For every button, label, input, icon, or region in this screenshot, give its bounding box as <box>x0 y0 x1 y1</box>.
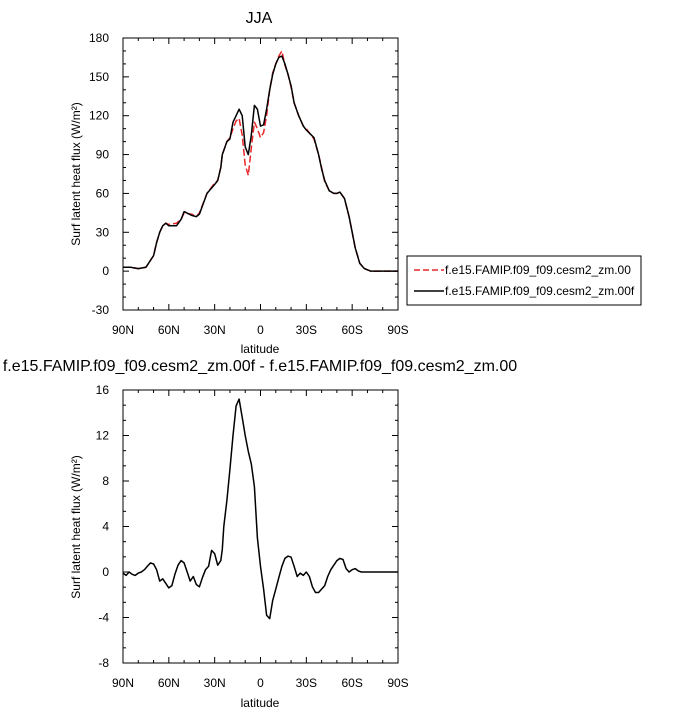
bottom-chart-ytick-label: 4 <box>102 520 109 534</box>
bottom-chart-ylabel-unit: (W/m²) <box>69 455 83 492</box>
bottom-chart-ytick-label: 8 <box>102 474 109 488</box>
bottom-chart-series-line-0 <box>122 398 398 620</box>
top-chart-series-line-1 <box>123 55 398 272</box>
top-chart-xlabel: latitude <box>241 342 280 356</box>
bottom-chart-xtick-label: 90S <box>387 676 408 690</box>
top-chart-title: JJA <box>246 10 273 27</box>
legend-label-1: f.e15.FAMIP.f09_f09.cesm2_zm.00f <box>445 284 635 298</box>
bottom-chart-frame <box>122 389 399 664</box>
top-chart-xtick-label: 0 <box>257 323 264 337</box>
top-chart-xtick-label: 30N <box>204 323 226 337</box>
top-chart-ylabel: Surf latent heat flux (W/m²) <box>69 102 83 245</box>
bottom-chart-series <box>122 398 398 620</box>
bottom-chart-ylabel-text: Surf latent heat flux <box>69 495 83 598</box>
bottom-chart-ticks: -8 -4 0 4 8 12 16 90N 60N 30N 0 30S 60S 90S <box>96 383 409 690</box>
legend: f.e15.FAMIP.f09_f09.cesm2_zm.00 f.e15.FA… <box>406 255 642 306</box>
top-chart-ticks: -30 0 30 60 90 120 150 180 90N 60N 30N 0 30S 60S 90S <box>89 31 409 337</box>
top-chart-xtick-label: 90S <box>387 323 408 337</box>
bottom-chart-ytick-label: 0 <box>102 565 109 579</box>
top-chart-ytick-label: 150 <box>89 70 109 84</box>
top-chart-ytick-label: 90 <box>96 148 110 162</box>
top-chart-xtick-label: 90N <box>112 323 134 337</box>
bottom-chart-xtick-label: 30N <box>204 676 226 690</box>
bottom-chart-ytick-label: -8 <box>98 656 109 670</box>
bottom-chart-xlabel: latitude <box>241 696 280 710</box>
top-chart-ytick-label: -30 <box>92 303 110 317</box>
top-chart-series-line-0 <box>123 50 398 272</box>
top-chart-xtick-label: 60N <box>158 323 180 337</box>
legend-box <box>406 255 642 306</box>
bottom-chart-ytick-label: 16 <box>96 383 110 397</box>
bottom-chart-xtick-label: 60N <box>158 676 180 690</box>
top-chart-ytick-label: 120 <box>89 109 109 123</box>
bottom-chart-ytick-label: -4 <box>98 611 109 625</box>
bottom-chart-xtick-label: 30S <box>296 676 317 690</box>
bottom-chart-ytick-label: 12 <box>96 429 110 443</box>
top-chart-ytick-label: 30 <box>96 225 110 239</box>
bottom-chart-title: f.e15.FAMIP.f09_f09.cesm2_zm.00f - f.e15… <box>3 358 517 375</box>
top-chart-ytick-label: 60 <box>96 186 110 200</box>
top-chart-xtick-label: 30S <box>296 323 317 337</box>
bottom-chart-ylabel: Surf latent heat flux (W/m²) <box>69 455 83 598</box>
top-chart-frame <box>122 37 399 311</box>
bottom-chart: f.e15.FAMIP.f09_f09.cesm2_zm.00f - f.e15… <box>3 358 517 710</box>
top-chart-ylabel-text: Surf latent heat flux <box>69 142 83 245</box>
top-chart-ytick-label: 0 <box>102 264 109 278</box>
top-chart-ytick-label: 180 <box>89 31 109 45</box>
top-chart-ylabel-unit: (W/m²) <box>69 102 83 139</box>
top-chart-xtick-label: 60S <box>341 323 362 337</box>
legend-label-0: f.e15.FAMIP.f09_f09.cesm2_zm.00 <box>445 263 631 277</box>
top-chart-series <box>123 50 398 272</box>
bottom-chart-xtick-label: 90N <box>112 676 134 690</box>
bottom-chart-xtick-label: 60S <box>341 676 362 690</box>
top-chart: JJA Surf latent heat flux (W/m²) latitud… <box>69 10 409 356</box>
bottom-chart-xtick-label: 0 <box>257 676 264 690</box>
